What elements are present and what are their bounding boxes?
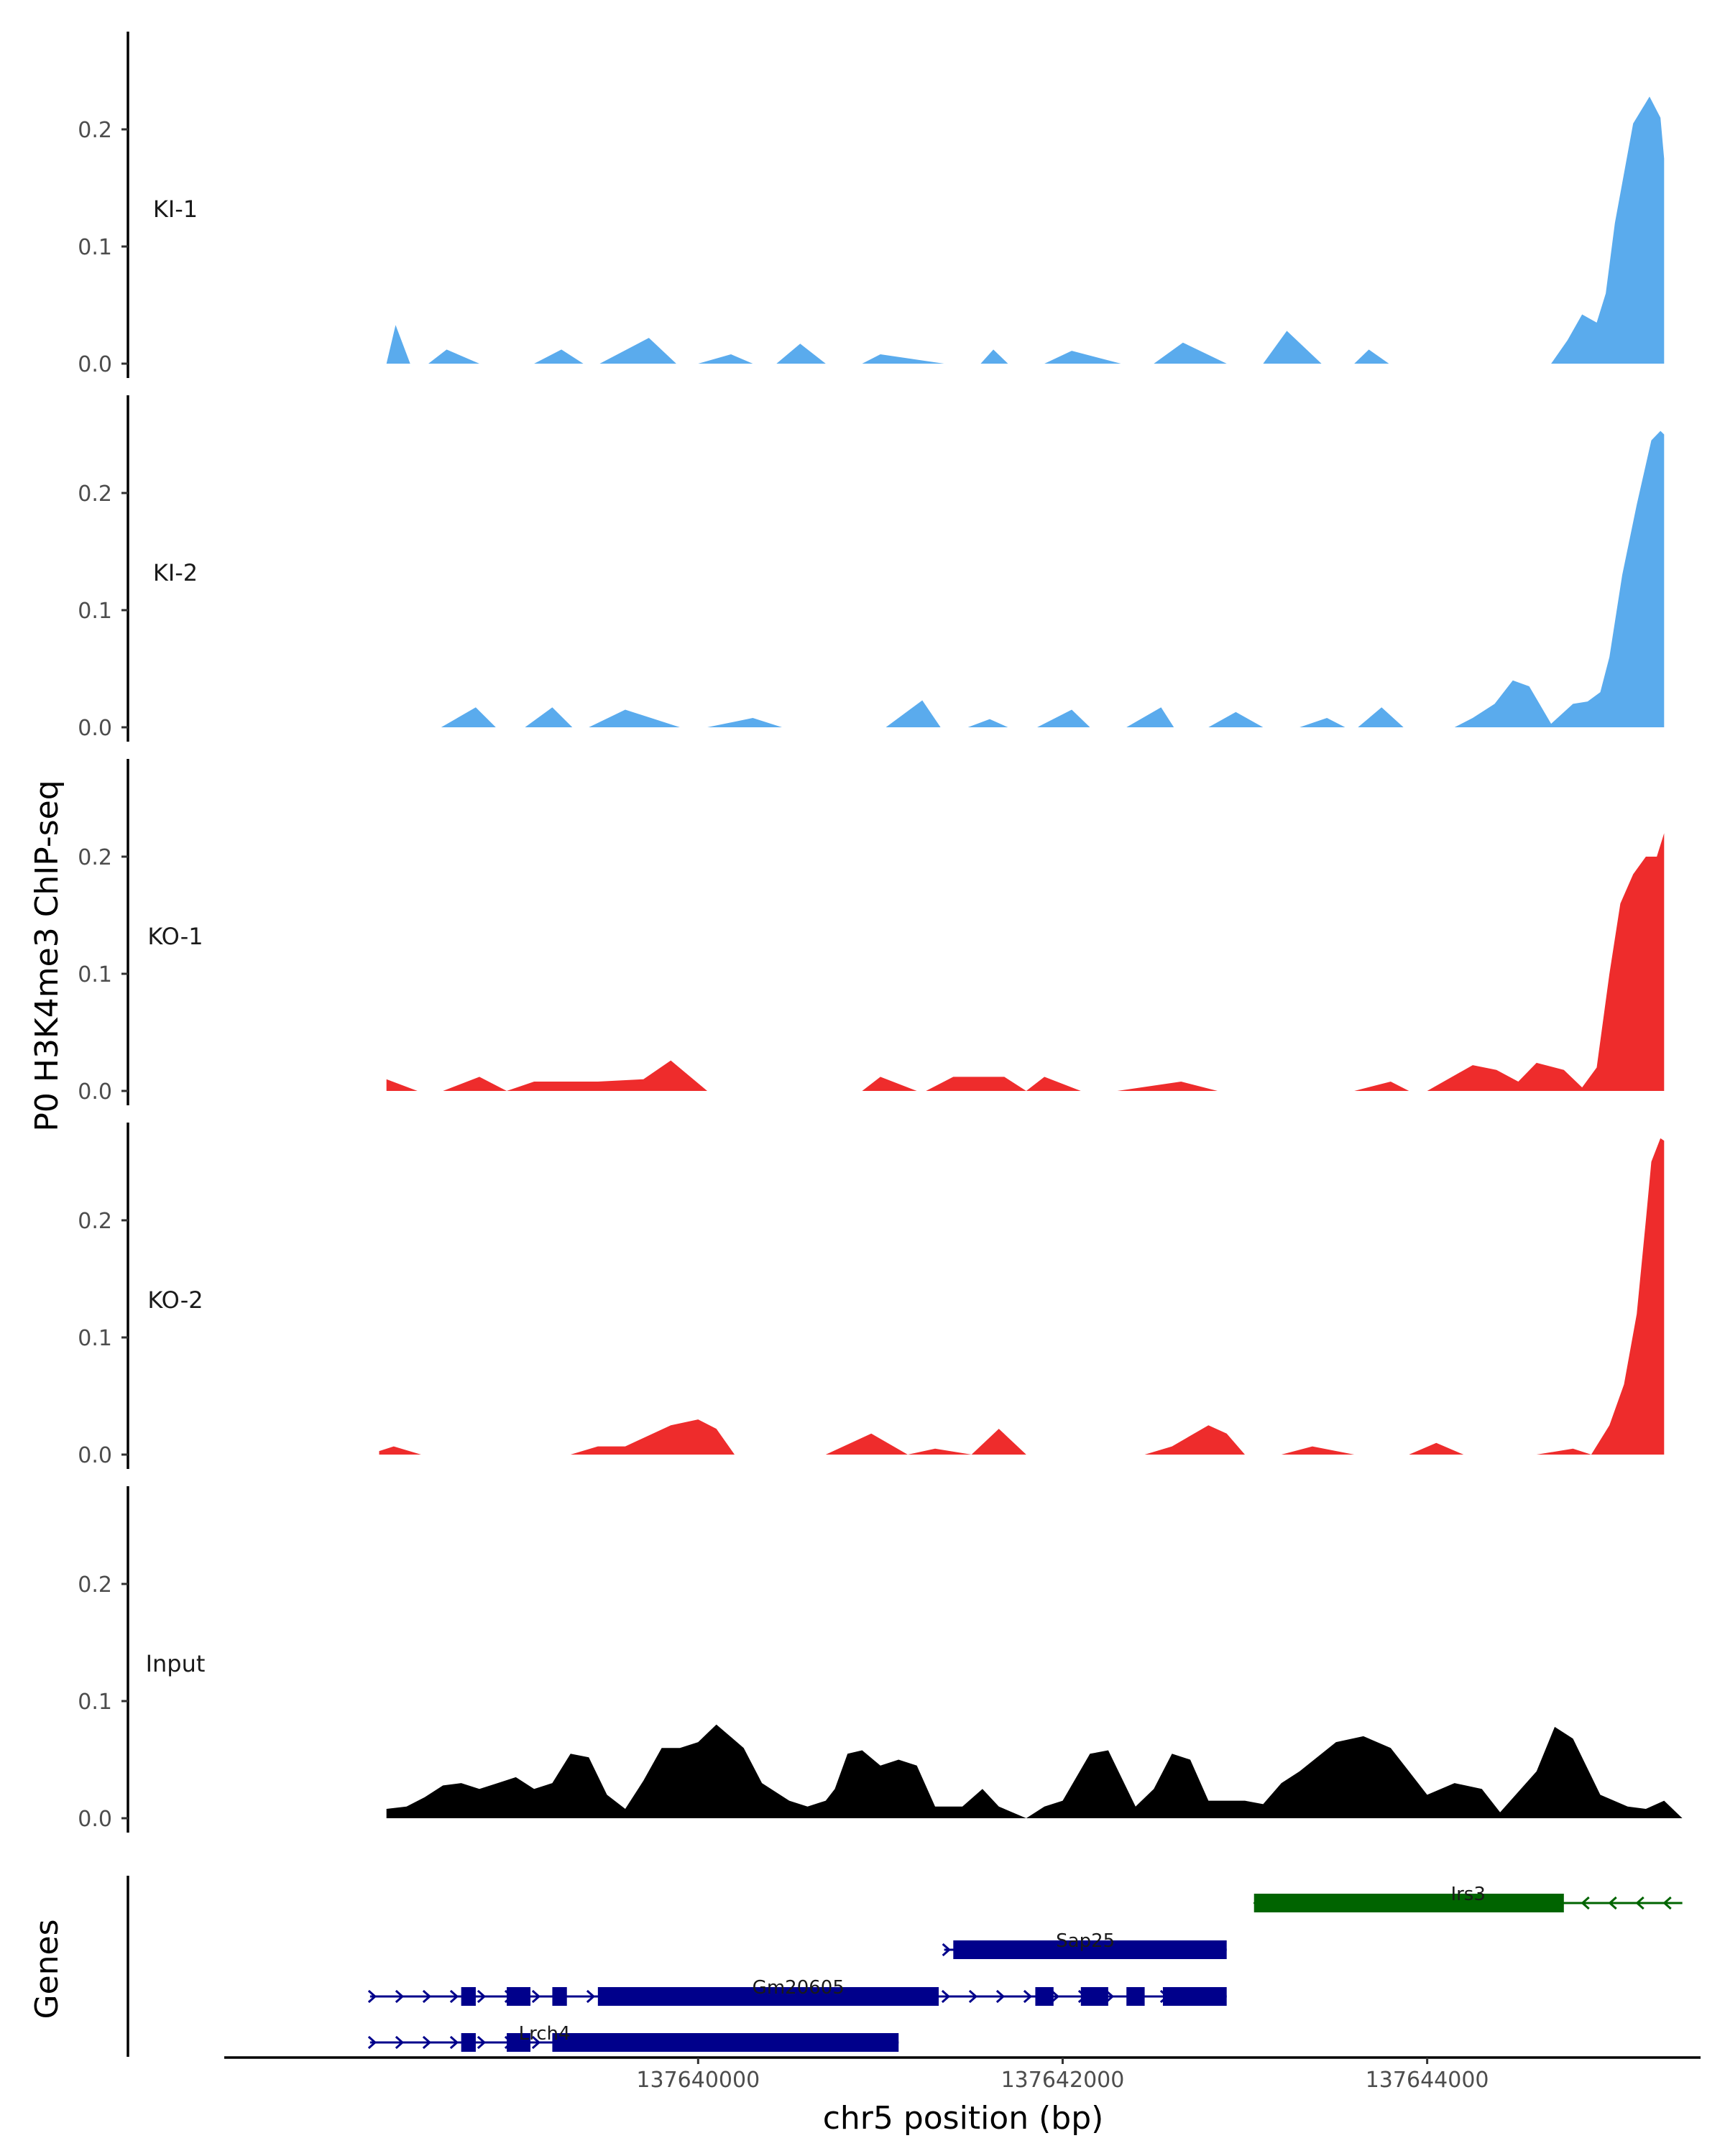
signal-area [379, 1138, 1665, 1455]
y-tick-label: 0.0 [78, 1079, 112, 1105]
strand-arrow [1050, 1989, 1060, 2004]
x-tick-label: 137644000 [1366, 2068, 1489, 2093]
x-tick-label: 137640000 [636, 2068, 760, 2093]
gene-exon [461, 2033, 476, 2052]
signal-area [279, 430, 1665, 727]
signal-area [386, 96, 1665, 364]
strand-arrow [395, 2035, 405, 2050]
y-tick-label: 0.2 [78, 118, 112, 143]
y-tick-label: 0.2 [78, 1572, 112, 1598]
strand-arrow [1635, 1896, 1644, 1910]
y-tick-label: 0.2 [78, 482, 112, 507]
gene-model: Gm20605 [367, 1977, 1227, 2006]
strand-arrow [942, 1943, 951, 1957]
y-tick-label: 0.0 [78, 1443, 112, 1468]
y-tick-label: 0.2 [78, 1209, 112, 1234]
y-tick-label: 0.1 [78, 235, 112, 260]
y-tick-label: 0.1 [78, 599, 112, 624]
gene-exon [552, 1987, 567, 2006]
strand-arrow [1023, 1989, 1033, 2004]
y-tick-label: 0.0 [78, 1807, 112, 1832]
y-tick-label: 0.0 [78, 716, 112, 741]
y-tick-label: 0.1 [78, 1326, 112, 1351]
y-axis-title: P0 H3K4me3 ChIP-seq [29, 780, 65, 1131]
strand-arrow [531, 2035, 541, 2050]
strand-arrow [531, 1989, 541, 2004]
gene-label: Irs3 [1450, 1884, 1485, 1905]
strand-arrow [367, 2035, 377, 2050]
gene-model: Sap25 [942, 1930, 1227, 1959]
strand-arrow [995, 1989, 1006, 2004]
gene-exon [461, 1987, 476, 2006]
signal-area [386, 833, 1665, 1091]
gene-exon [1126, 1987, 1145, 2006]
strand-arrow [395, 1989, 405, 2004]
gene-label: Lrch4 [519, 2023, 571, 2045]
y-tick-label: 0.1 [78, 1690, 112, 1715]
track-label: KO-2 [147, 1286, 203, 1314]
strand-arrow [1608, 1896, 1617, 1910]
y-tick-label: 0.0 [78, 352, 112, 377]
gene-exon [597, 1987, 939, 2006]
gene-label: Sap25 [1056, 1930, 1115, 1952]
track-ki-1: 0.0 0.1 0.2 KI-1 [78, 32, 1665, 378]
y-tick-label: 0.2 [78, 845, 112, 870]
gene-exon [507, 2033, 531, 2052]
track-input: 0.0 0.1 0.2 Input [78, 1486, 1683, 1833]
y-tick-label: 0.1 [78, 962, 112, 987]
gene-annotation-panel: Irs3 Sap25 Gm20605 Lrch4 [126, 1876, 1683, 2057]
x-tick-label: 137642000 [1001, 2068, 1125, 2093]
gene-exon [552, 2033, 899, 2052]
gene-model: Irs3 [1253, 1884, 1683, 1912]
strand-arrow [367, 1989, 377, 2004]
gene-exon [1080, 1987, 1108, 2006]
track-label: KI-2 [153, 559, 198, 586]
gene-exon [1254, 1894, 1564, 1912]
track-ko-2: 0.0 0.1 0.2 KO-2 [78, 1123, 1665, 1469]
genes-axis-title: Genes [29, 1919, 65, 2019]
strand-arrow [422, 1989, 432, 2004]
track-ko-1: 0.0 0.1 0.2 KO-1 [78, 759, 1665, 1105]
track-label: KI-1 [153, 195, 198, 223]
strand-arrow [1662, 1896, 1672, 1910]
strand-arrow [449, 1989, 459, 2004]
signal-area [386, 1724, 1683, 1818]
track-label: Input [146, 1650, 206, 1677]
gene-label: Gm20605 [753, 1977, 845, 1999]
strand-arrow [449, 2035, 459, 2050]
signal-tracks: 0.00.10.2KI-10.00.10.2KI-20.00.10.2KO-10… [78, 32, 1683, 1833]
x-axis-title: chr5 position (bp) [823, 2100, 1104, 2137]
gene-exon [953, 1940, 1227, 1959]
strand-arrow [477, 1989, 487, 2004]
strand-arrow [941, 1989, 951, 2004]
gene-model: Lrch4 [367, 2023, 899, 2052]
gene-exon [1035, 1987, 1054, 2006]
strand-arrow [968, 1989, 978, 2004]
x-axis: 137640000 137642000 137644000 [224, 2056, 1701, 2093]
track-ki-2: 0.0 0.1 0.2 KI-2 [78, 395, 1665, 742]
strand-arrow [1581, 1896, 1590, 1910]
track-label: KO-1 [147, 923, 203, 950]
gene-exon [1162, 1987, 1227, 2006]
strand-arrow [586, 1989, 596, 2004]
strand-arrow [477, 2035, 487, 2050]
strand-arrow [422, 2035, 432, 2050]
gene-exon [507, 1987, 531, 2006]
